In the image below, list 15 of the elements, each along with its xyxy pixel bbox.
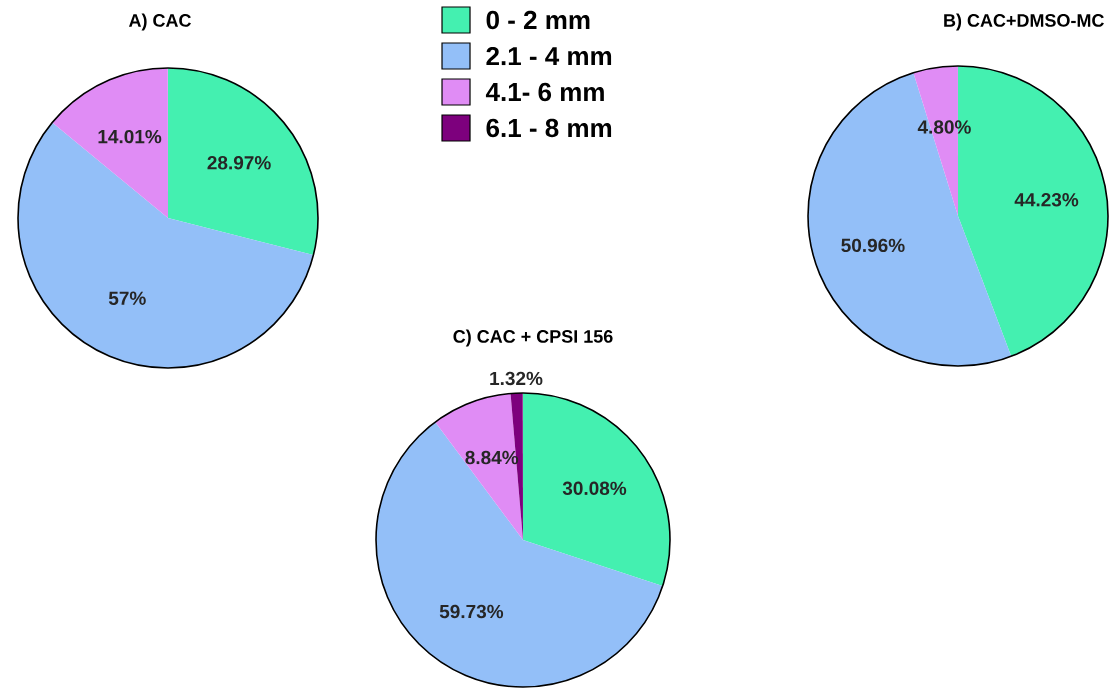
data-label: 30.08% — [562, 481, 627, 496]
chart-title: B) CAC+DMSO-MC — [944, 13, 1104, 31]
data-label: 50.96% — [841, 238, 905, 253]
data-label: 28.97% — [207, 156, 271, 170]
data-label: 44.23% — [1014, 193, 1079, 207]
chart-title: A) CAC — [128, 13, 191, 31]
data-label: 14.01% — [98, 129, 162, 144]
data-label: 59.73% — [439, 604, 504, 619]
legend-label: 2.1 - 4 mm — [486, 46, 612, 66]
data-label: 57% — [108, 291, 146, 305]
legend-label: 0 - 2 mm — [486, 10, 590, 30]
text: C) CAC + CPSI 156 — [453, 329, 613, 347]
legend-label: 4.1- 6 mm — [485, 82, 604, 102]
data-label: 1.32% — [490, 371, 543, 386]
legend-label: 6.1 - 8 mm — [486, 118, 612, 138]
